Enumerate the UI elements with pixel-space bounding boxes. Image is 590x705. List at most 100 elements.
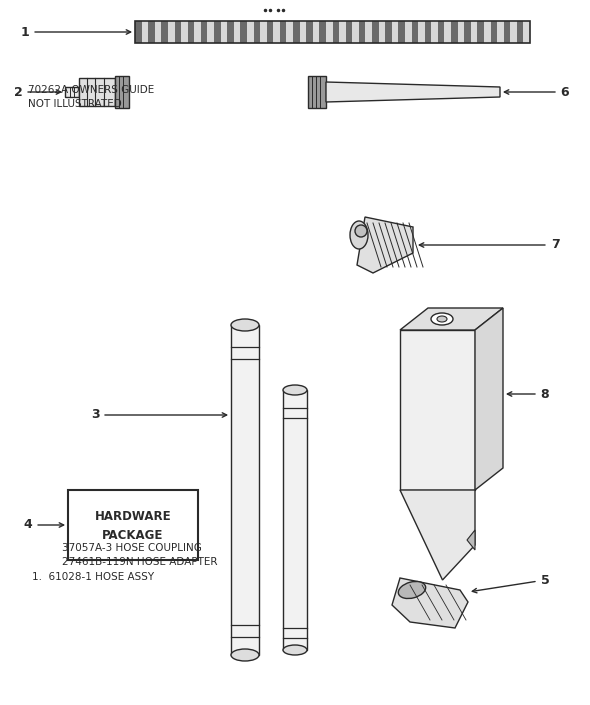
Bar <box>308 76 326 108</box>
Bar <box>464 21 471 43</box>
Polygon shape <box>475 308 503 490</box>
Bar <box>208 21 214 43</box>
Bar <box>490 21 497 43</box>
Bar <box>438 21 444 43</box>
Bar <box>425 21 431 43</box>
Polygon shape <box>357 217 413 273</box>
Text: PACKAGE: PACKAGE <box>102 529 163 542</box>
Bar <box>333 21 339 43</box>
Bar <box>431 21 438 43</box>
Bar <box>135 21 530 43</box>
Polygon shape <box>400 308 503 330</box>
Bar <box>523 21 530 43</box>
Bar <box>247 21 254 43</box>
Text: 1.  61028-1 HOSE ASSY: 1. 61028-1 HOSE ASSY <box>32 572 155 582</box>
Polygon shape <box>400 490 475 580</box>
Bar <box>286 21 293 43</box>
Text: 70262A OWNERS GUIDE: 70262A OWNERS GUIDE <box>28 85 155 95</box>
Bar <box>319 21 326 43</box>
Text: 8: 8 <box>507 388 549 400</box>
Bar <box>293 21 300 43</box>
Text: 7: 7 <box>419 238 559 252</box>
Bar <box>385 21 392 43</box>
Text: HARDWARE: HARDWARE <box>94 510 171 523</box>
Text: 6: 6 <box>504 85 569 99</box>
Ellipse shape <box>398 582 425 599</box>
Bar <box>115 76 129 108</box>
Text: 37057A-3 HOSE COUPLING: 37057A-3 HOSE COUPLING <box>62 544 202 553</box>
Bar <box>240 21 247 43</box>
Bar <box>79 78 115 106</box>
Ellipse shape <box>431 313 453 325</box>
Bar <box>135 21 530 43</box>
Bar <box>267 21 273 43</box>
Bar <box>221 21 227 43</box>
Bar <box>411 21 418 43</box>
Bar <box>458 21 464 43</box>
Bar <box>477 21 484 43</box>
Bar <box>392 21 398 43</box>
Bar <box>68 490 198 560</box>
Ellipse shape <box>350 221 368 249</box>
Bar <box>484 21 490 43</box>
Bar <box>400 330 475 490</box>
Bar <box>260 21 267 43</box>
Bar <box>510 21 517 43</box>
Bar <box>352 21 359 43</box>
Bar <box>142 21 148 43</box>
Bar <box>517 21 523 43</box>
Bar <box>188 21 194 43</box>
Bar <box>283 390 307 650</box>
Bar <box>497 21 504 43</box>
Bar <box>181 21 188 43</box>
Polygon shape <box>392 578 468 628</box>
Bar <box>214 21 221 43</box>
Bar <box>234 21 240 43</box>
Bar <box>155 21 161 43</box>
Bar <box>313 21 319 43</box>
Polygon shape <box>467 530 475 550</box>
Ellipse shape <box>231 649 259 661</box>
Bar <box>65 87 79 97</box>
Text: 1: 1 <box>21 25 130 39</box>
Text: NOT ILLUSTRATED: NOT ILLUSTRATED <box>28 99 122 109</box>
Bar <box>161 21 168 43</box>
Bar <box>280 21 286 43</box>
Bar <box>346 21 352 43</box>
Bar <box>339 21 346 43</box>
Bar <box>372 21 379 43</box>
Bar <box>227 21 234 43</box>
Bar <box>148 21 155 43</box>
Ellipse shape <box>437 316 447 322</box>
Bar <box>451 21 458 43</box>
Bar <box>418 21 425 43</box>
Ellipse shape <box>283 645 307 655</box>
Bar <box>231 325 259 655</box>
Bar <box>254 21 260 43</box>
Text: 27461B-119N HOSE ADAPTER: 27461B-119N HOSE ADAPTER <box>62 557 218 567</box>
Bar <box>398 21 405 43</box>
Bar <box>168 21 175 43</box>
Ellipse shape <box>231 319 259 331</box>
Text: 5: 5 <box>472 573 549 593</box>
Bar <box>194 21 201 43</box>
Bar <box>273 21 280 43</box>
Ellipse shape <box>283 385 307 395</box>
Bar <box>365 21 372 43</box>
Bar <box>471 21 477 43</box>
Text: 3: 3 <box>91 408 227 422</box>
Bar <box>201 21 208 43</box>
Bar <box>175 21 181 43</box>
Bar <box>504 21 510 43</box>
Bar <box>135 21 142 43</box>
Bar <box>405 21 411 43</box>
Bar <box>326 21 333 43</box>
Bar <box>359 21 365 43</box>
Text: 4: 4 <box>24 518 64 532</box>
Polygon shape <box>326 82 500 102</box>
Circle shape <box>355 225 367 237</box>
Bar <box>306 21 313 43</box>
Text: 2: 2 <box>14 85 61 99</box>
Bar <box>379 21 385 43</box>
Bar <box>300 21 306 43</box>
